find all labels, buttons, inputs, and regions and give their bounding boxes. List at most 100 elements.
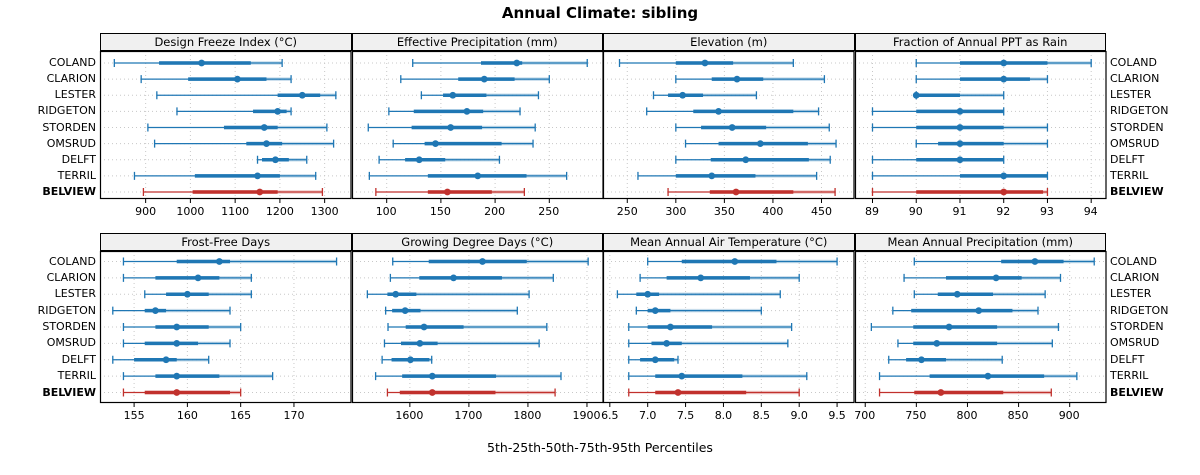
- axis-tick-label: 91: [952, 205, 967, 218]
- percentile-row-delft: [256, 155, 308, 164]
- percentile-row-omsrud: [392, 139, 534, 148]
- panel-plot: [602, 50, 855, 203]
- row-label-right-storden: STORDEN: [1110, 120, 1164, 134]
- panel-header: Mean Annual Air Temperature (°C): [603, 233, 855, 251]
- row-label-left-lester: LESTER: [54, 287, 96, 301]
- axis-tick-label: 1200: [265, 205, 294, 218]
- percentile-row-lester: [144, 290, 252, 299]
- axis-tick-label: 92: [996, 205, 1011, 218]
- percentile-row-omsrud: [383, 339, 540, 348]
- row-label-left-ridgeton: RIDGETON: [37, 303, 96, 317]
- chart-title: Annual Climate: sibling: [501, 4, 699, 22]
- panel-header: Growing Degree Days (°C): [351, 233, 603, 251]
- percentile-row-ridgeton: [635, 306, 762, 315]
- panel-header: Elevation (m): [603, 33, 855, 51]
- axis-tick-label: 7.0: [638, 409, 657, 422]
- axis-tick-label: 700: [854, 409, 876, 422]
- percentile-row-coland: [647, 257, 838, 266]
- panel-header: Mean Annual Precipitation (mm): [854, 233, 1106, 251]
- row-label-right-clarion: CLARION: [1110, 72, 1160, 86]
- axis-tick-label: 800: [956, 409, 978, 422]
- percentile-row-coland: [411, 59, 588, 67]
- row-label-right-belview: BELVIEW: [1110, 385, 1164, 399]
- percentile-row-ridgeton: [646, 107, 820, 116]
- percentile-row-storden: [386, 323, 547, 331]
- axis-tick-label: 900: [135, 205, 157, 218]
- percentile-row-delft: [377, 155, 500, 164]
- axis-tick-label: 450: [810, 205, 832, 218]
- axis-tick-label: 400: [762, 205, 784, 218]
- percentile-row-coland: [915, 59, 1092, 67]
- percentile-row-lester: [616, 290, 781, 299]
- percentile-row-lester: [912, 91, 1004, 100]
- percentile-row-terril: [628, 372, 808, 381]
- percentile-row-coland: [391, 257, 589, 266]
- percentile-row-delft: [675, 155, 831, 164]
- percentile-row-delft: [871, 155, 1004, 164]
- axis-tick-label: 1700: [454, 409, 483, 422]
- percentile-row-clarion: [902, 273, 1061, 282]
- percentile-row-delft: [887, 355, 1003, 364]
- percentile-row-belview: [871, 188, 1048, 196]
- row-label-right-lester: LESTER: [1110, 88, 1152, 102]
- axis-tick-label: 155: [123, 409, 145, 422]
- row-label-right-omsrud: OMSRUD: [1110, 336, 1160, 350]
- panel-plot: [602, 250, 855, 407]
- percentile-row-belview: [142, 188, 324, 196]
- percentile-row-ridgeton: [176, 107, 292, 116]
- percentile-row-ridgeton: [891, 306, 1039, 315]
- percentile-row-omsrud: [896, 339, 1053, 348]
- percentile-row-coland: [122, 257, 338, 266]
- percentile-row-belview: [878, 388, 1052, 397]
- row-label-left-delft: DELFT: [61, 152, 96, 166]
- row-label-left-coland: COLAND: [49, 56, 96, 69]
- row-label-left-terril: TERRIL: [57, 369, 96, 383]
- panel-header: Fraction of Annual PPT as Rain: [854, 33, 1106, 51]
- axis-tick-label: 750: [905, 409, 927, 422]
- panel-plot: [854, 250, 1107, 407]
- row-label-right-clarion: CLARION: [1110, 270, 1160, 284]
- row-label-left-coland: COLAND: [49, 254, 96, 268]
- row-label-right-storden: STORDEN: [1110, 320, 1164, 333]
- row-label-left-ridgeton: RIDGETON: [37, 104, 96, 118]
- row-label-right-coland: COLAND: [1110, 56, 1157, 69]
- percentile-row-storden: [675, 123, 830, 132]
- percentile-row-belview: [667, 188, 836, 196]
- axis-tick-label: 900: [1058, 409, 1080, 422]
- percentile-row-storden: [871, 123, 1048, 132]
- row-label-left-terril: TERRIL: [57, 168, 96, 182]
- percentile-row-terril: [374, 372, 562, 381]
- axis-tick-label: 94: [1083, 205, 1098, 218]
- percentile-row-terril: [368, 171, 567, 180]
- panel-plot: [854, 50, 1107, 203]
- axis-tick-label: 9.0: [790, 409, 808, 422]
- axis-tick-label: 200: [484, 205, 506, 218]
- row-label-right-delft: DELFT: [1110, 352, 1145, 366]
- axis-tick-label: 9.5: [828, 409, 846, 422]
- row-label-right-belview: BELVIEW: [1110, 185, 1164, 198]
- percentile-row-clarion: [915, 75, 1048, 84]
- percentile-row-ridgeton: [384, 306, 518, 315]
- row-label-right-coland: COLAND: [1110, 254, 1157, 268]
- axis-tick-label: 250: [616, 205, 638, 218]
- axis-tick-label: 160: [176, 409, 198, 422]
- panel-plot: [351, 50, 604, 203]
- percentile-row-coland: [618, 59, 794, 67]
- axis-tick-label: 93: [1039, 205, 1054, 218]
- percentile-row-belview: [122, 388, 242, 397]
- axis-tick-label: 350: [713, 205, 735, 218]
- panel-plot: [351, 250, 604, 407]
- percentile-row-clarion: [639, 273, 800, 282]
- percentile-row-terril: [122, 372, 274, 381]
- axis-tick-label: 90: [908, 205, 923, 218]
- chart-subtitle: 5th-25th-50th-75th-95th Percentiles: [487, 440, 713, 455]
- row-label-left-delft: DELFT: [61, 352, 96, 366]
- percentile-row-belview: [386, 388, 556, 397]
- panel-header: Frost-Free Days: [100, 233, 352, 251]
- percentile-row-lester: [652, 91, 758, 100]
- percentile-row-ridgeton: [112, 306, 231, 315]
- row-label-left-belview: BELVIEW: [42, 185, 96, 198]
- percentile-row-clarion: [675, 75, 826, 84]
- axis-tick-label: 7.5: [676, 409, 695, 422]
- percentile-row-ridgeton: [387, 107, 521, 116]
